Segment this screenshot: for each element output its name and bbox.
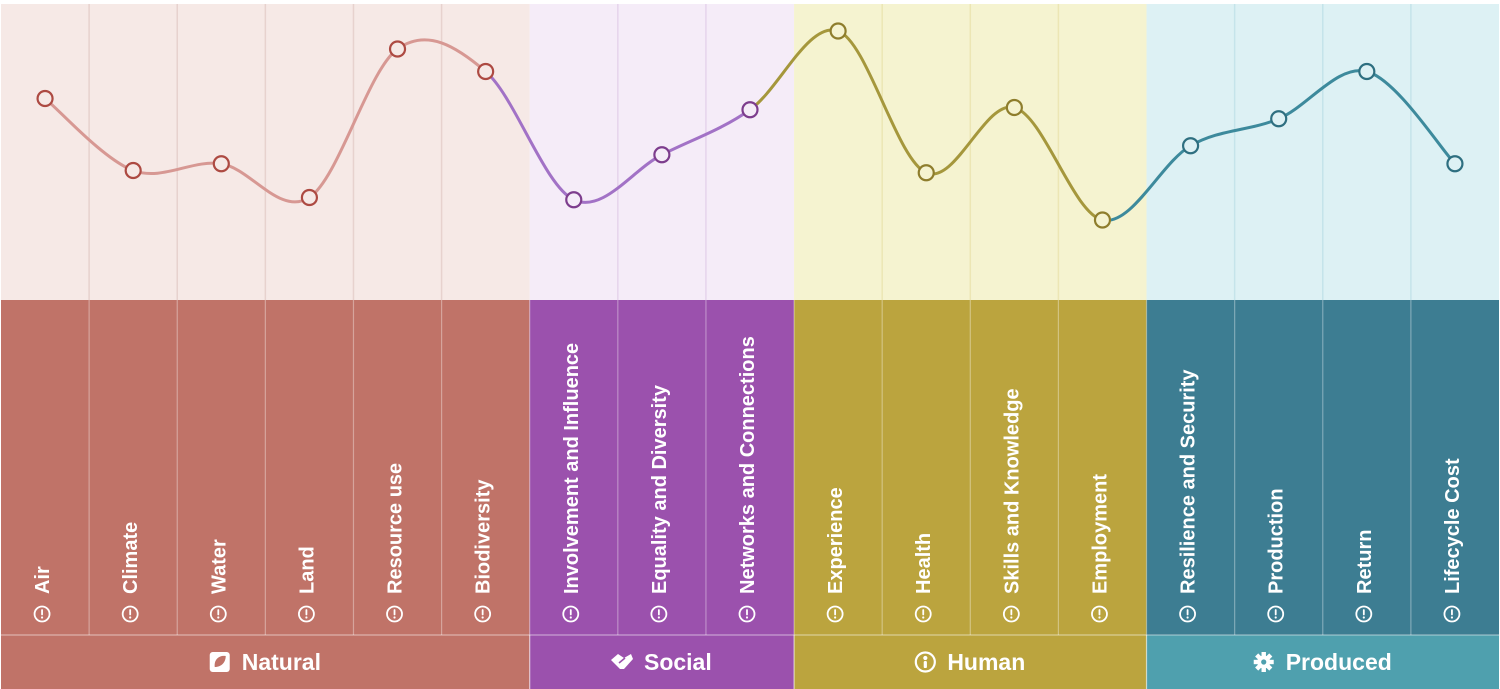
category-label: Production — [1266, 488, 1288, 594]
data-point[interactable] — [653, 146, 671, 164]
info-icon[interactable] — [1443, 605, 1461, 623]
data-point[interactable] — [1005, 98, 1023, 117]
data-point[interactable] — [565, 191, 583, 209]
category-label: Involvement and Influence — [561, 343, 583, 594]
series-line-segment — [219, 162, 311, 204]
data-point[interactable] — [300, 188, 319, 207]
series-line-segment — [1365, 70, 1457, 166]
info-icon[interactable] — [474, 605, 492, 623]
footer-bg-social — [529, 635, 795, 689]
band-bg-natural — [1, 300, 530, 635]
category-label: Climate — [120, 522, 142, 594]
category-label: Air — [32, 566, 54, 594]
person-icon — [914, 651, 936, 673]
category-label: Land — [296, 546, 318, 594]
footer-bg-produced — [1146, 635, 1499, 689]
info-icon[interactable] — [1091, 605, 1108, 623]
category-label: Employment — [1089, 474, 1111, 594]
handshake-icon — [610, 654, 633, 669]
group-label-human: Human — [947, 649, 1025, 675]
info-icon[interactable] — [1002, 605, 1020, 623]
series-line-segment — [396, 38, 488, 73]
category-label: Resource use — [385, 463, 407, 594]
data-point[interactable] — [1093, 211, 1112, 229]
info-icon[interactable] — [1179, 605, 1196, 623]
series-line-segment — [924, 105, 1016, 176]
category-columns: Air Climate Water Land Resource use Biodivers… — [1, 300, 1499, 635]
info-icon[interactable] — [386, 605, 403, 623]
data-point[interactable] — [212, 155, 230, 173]
info-icon[interactable] — [650, 605, 668, 623]
data-point[interactable] — [917, 164, 935, 182]
series-line-segment — [307, 47, 400, 199]
category-label: Return — [1354, 530, 1376, 594]
series-lines — [43, 28, 1457, 222]
series-line-segment — [1277, 69, 1369, 121]
data-point[interactable] — [1446, 155, 1464, 173]
data-point[interactable] — [477, 62, 495, 81]
category-label: Biodiversity — [473, 479, 495, 594]
data-point[interactable] — [1358, 62, 1376, 81]
series-line-segment — [484, 70, 576, 202]
series-line-segment — [660, 108, 752, 157]
footer-bg-natural — [1, 635, 530, 689]
data-point[interactable] — [829, 22, 847, 40]
category-label: Skills and Knowledge — [1001, 388, 1023, 594]
data-point[interactable] — [1181, 137, 1200, 155]
category-label: Lifecycle Cost — [1442, 458, 1464, 594]
category-label: Resilience and Security — [1178, 369, 1200, 594]
plot-backgrounds — [1, 4, 1499, 300]
category-label: Equality and Diversity — [649, 384, 671, 594]
category-label: Water — [208, 539, 230, 594]
series-line-segment — [1100, 144, 1193, 222]
data-point[interactable] — [741, 101, 759, 119]
info-icon[interactable] — [121, 605, 139, 623]
info-icon[interactable] — [738, 605, 756, 623]
category-label: Experience — [825, 487, 847, 594]
footer-bg-human — [794, 635, 1147, 689]
category-label: Networks and Connections — [737, 336, 759, 594]
group-label-produced: Produced — [1286, 649, 1392, 675]
info-icon[interactable] — [826, 605, 844, 623]
info-icon[interactable] — [33, 605, 51, 623]
info-icon[interactable] — [914, 605, 932, 623]
data-point[interactable] — [124, 161, 142, 180]
band-bg-social — [529, 300, 795, 635]
plot-gridlines — [88, 4, 1412, 300]
series-points — [36, 22, 1464, 229]
gear-icon — [1253, 652, 1274, 672]
info-icon[interactable] — [1267, 605, 1285, 623]
info-icon[interactable] — [298, 605, 315, 623]
data-point[interactable] — [388, 40, 407, 58]
group-label-social: Social — [644, 649, 712, 675]
info-icon[interactable] — [562, 605, 580, 623]
info-icon[interactable] — [209, 605, 227, 623]
group-label-natural: Natural — [242, 649, 321, 675]
series-line-segment — [836, 29, 928, 175]
series-line-segment — [572, 153, 664, 204]
series-line-segment — [748, 28, 840, 112]
leaf-icon — [209, 652, 230, 672]
data-point[interactable] — [36, 89, 54, 108]
data-point[interactable] — [1270, 110, 1288, 128]
group-footer: Natural Social Human Produced — [0, 634, 1500, 689]
band-bg-human — [794, 300, 1147, 635]
series-line-segment — [1012, 106, 1104, 222]
category-label: Health — [913, 533, 935, 594]
info-icon[interactable] — [1355, 605, 1373, 623]
band-bg-produced — [1146, 300, 1499, 635]
series-line-segment — [1189, 117, 1281, 148]
series-line-segment — [131, 161, 223, 176]
